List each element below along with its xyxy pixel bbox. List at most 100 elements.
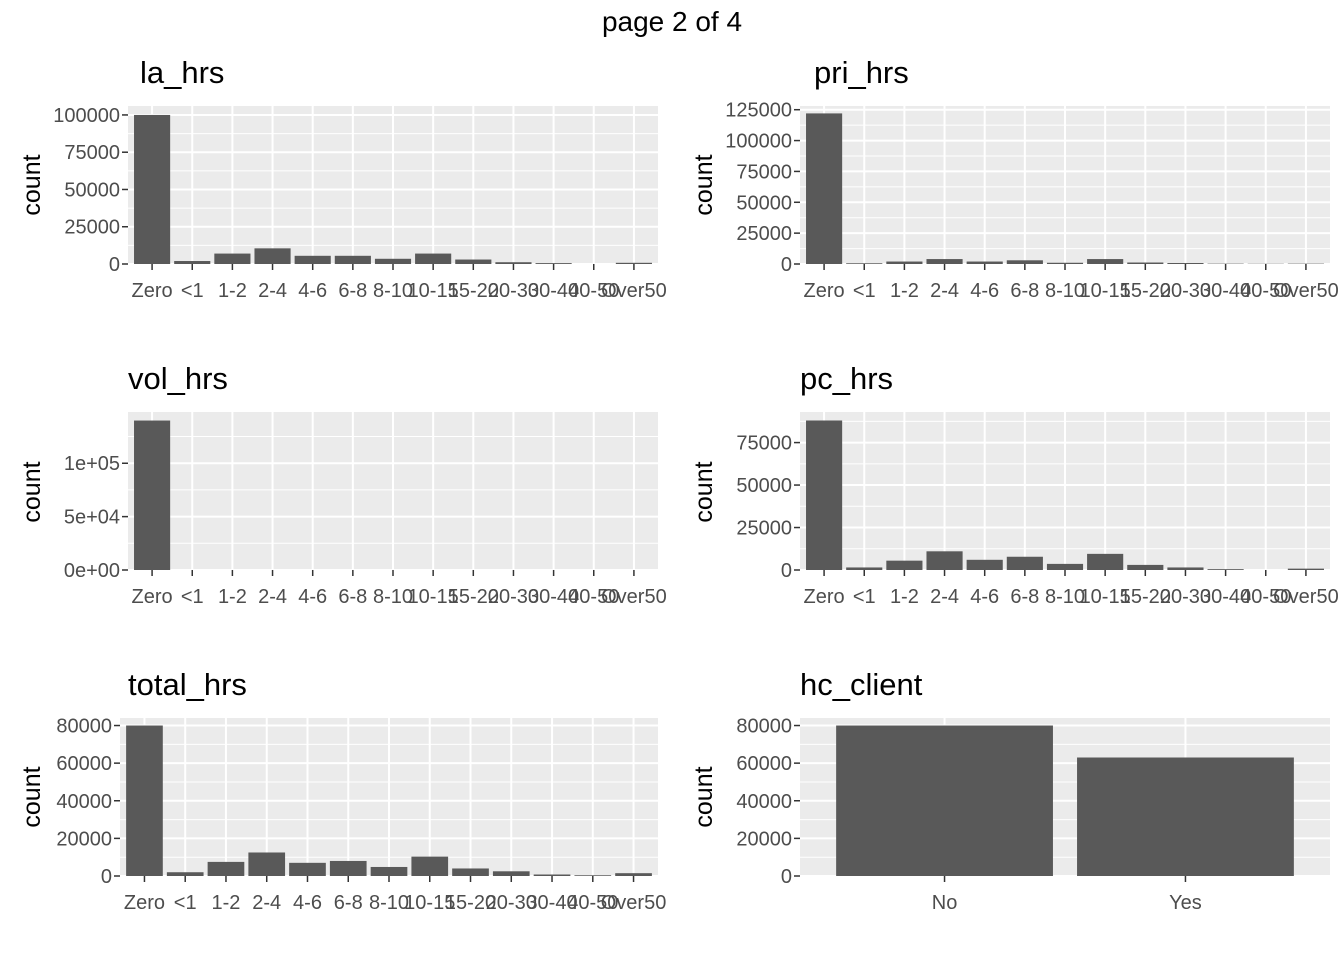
x-tick-label: 1-2 <box>218 586 247 608</box>
x-tick-label: 20-30 <box>488 586 539 608</box>
y-tick-label: 125000 <box>725 100 792 122</box>
bar-6-8 <box>329 860 367 876</box>
x-tick-label: Over50 <box>601 280 667 302</box>
x-tick-label: 20-30 <box>1160 280 1211 302</box>
bar-15-20 <box>1127 564 1164 570</box>
y-axis-label: count <box>690 766 718 827</box>
y-tick-label: 80000 <box>56 716 112 738</box>
x-tick-label: Over50 <box>1273 280 1339 302</box>
bar-No <box>836 725 1053 876</box>
y-tick-label: 50000 <box>64 179 120 201</box>
bar-8-10 <box>370 866 408 876</box>
x-tick-label: 1-2 <box>890 280 919 302</box>
x-tick-label: 15-20 <box>445 892 496 914</box>
x-tick-label: <1 <box>174 892 197 914</box>
bar-10-15 <box>1087 259 1124 264</box>
bar-6-8 <box>1006 260 1043 264</box>
y-axis-label: count <box>18 766 46 827</box>
bar-Zero <box>134 114 171 265</box>
x-tick-label: 1-2 <box>212 892 241 914</box>
x-tick-label: 15-20 <box>448 280 499 302</box>
bar-20-30 <box>1167 567 1204 570</box>
y-tick-label: 0 <box>781 866 792 888</box>
bar-<1 <box>846 567 883 570</box>
x-tick-label: 4-6 <box>970 280 999 302</box>
x-tick-label: 4-6 <box>298 280 327 302</box>
y-tick-label: 0 <box>109 254 120 276</box>
chart-title: la_hrs <box>140 55 224 90</box>
x-tick-label: 2-4 <box>258 586 287 608</box>
y-tick-label: 40000 <box>736 791 792 813</box>
x-tick-label: Yes <box>1169 892 1202 914</box>
x-tick-label: 1-2 <box>890 586 919 608</box>
bar-10-15 <box>1087 553 1124 570</box>
bar-4-6 <box>966 559 1003 570</box>
x-tick-label: 4-6 <box>970 586 999 608</box>
x-tick-label: 30-40 <box>1200 586 1251 608</box>
bar-Zero <box>806 113 843 264</box>
x-tick-label: 30-40 <box>528 280 579 302</box>
bar-1-2 <box>214 253 251 264</box>
x-tick-label: 20-30 <box>486 892 537 914</box>
x-tick-label: No <box>932 892 958 914</box>
y-axis-label: count <box>18 461 46 522</box>
bar-<1 <box>174 261 211 264</box>
bar-20-30 <box>1167 263 1204 264</box>
x-tick-label: 10-15 <box>408 280 459 302</box>
x-tick-label: Zero <box>132 280 173 302</box>
bar-10-15 <box>411 856 449 876</box>
y-tick-label: 20000 <box>56 828 112 850</box>
x-tick-label: Zero <box>804 586 845 608</box>
chart-la_hrs: 0 25000 50000 75000 100000 Zero <1 1-2 2-4 4-6 6-8… <box>18 55 667 302</box>
x-tick-label: 6-8 <box>334 892 363 914</box>
y-tick-label: 60000 <box>736 753 792 775</box>
x-tick-label: 40-50 <box>1240 586 1291 608</box>
bar-30-40 <box>533 874 571 876</box>
y-tick-label: 1e+05 <box>64 453 120 475</box>
x-tick-label: Over50 <box>601 586 667 608</box>
bar-10-15 <box>415 253 452 264</box>
bar-15-20 <box>452 868 489 876</box>
x-tick-label: 8-10 <box>1045 586 1085 608</box>
bar-8-10 <box>1046 262 1084 264</box>
x-tick-label: 40-50 <box>1240 280 1291 302</box>
bar-6-8 <box>1006 556 1043 570</box>
x-tick-label: 6-8 <box>338 280 367 302</box>
bar-2-4 <box>926 551 963 570</box>
chart-title: total_hrs <box>128 667 247 702</box>
y-tick-label: 75000 <box>736 161 792 183</box>
x-tick-label: 20-30 <box>1160 586 1211 608</box>
x-tick-label: 1-2 <box>218 280 247 302</box>
y-tick-label: 25000 <box>736 223 792 245</box>
y-tick-label: 50000 <box>736 192 792 214</box>
chart-total_hrs: 0 20000 40000 60000 80000 Zero <1 1-2 2-4 4-6 6-8 8… <box>18 667 666 914</box>
x-tick-label: 2-4 <box>252 892 281 914</box>
x-tick-label: 15-20 <box>1120 280 1171 302</box>
bar-4-6 <box>966 261 1003 264</box>
x-tick-label: 30-40 <box>1200 280 1251 302</box>
bar-<1 <box>846 263 883 264</box>
x-tick-label: 10-15 <box>404 892 455 914</box>
x-tick-label: Zero <box>804 280 845 302</box>
bar-4-6 <box>294 255 331 264</box>
x-tick-label: 10-15 <box>1080 586 1131 608</box>
bar-6-8 <box>334 255 371 264</box>
x-tick-label: 2-4 <box>930 586 959 608</box>
y-tick-label: 0 <box>781 560 792 582</box>
x-tick-label: 2-4 <box>930 280 959 302</box>
bar-4-6 <box>289 862 326 876</box>
bar-Over50 <box>1287 568 1324 570</box>
chart-title: pc_hrs <box>800 361 893 396</box>
x-tick-label: 6-8 <box>338 586 367 608</box>
x-tick-label: 8-10 <box>369 892 409 914</box>
x-tick-label: 30-40 <box>528 586 579 608</box>
y-tick-label: 5e+04 <box>64 507 120 529</box>
bar-Yes <box>1077 757 1294 876</box>
y-tick-label: 40000 <box>56 791 112 813</box>
chart-title: hc_client <box>800 667 923 702</box>
bar-Zero <box>134 420 171 570</box>
chart-pri_hrs: 0 25000 50000 75000 100000 125000 Zero <1 1-2 2-4… <box>690 55 1339 302</box>
bar-8-10 <box>1046 563 1084 570</box>
